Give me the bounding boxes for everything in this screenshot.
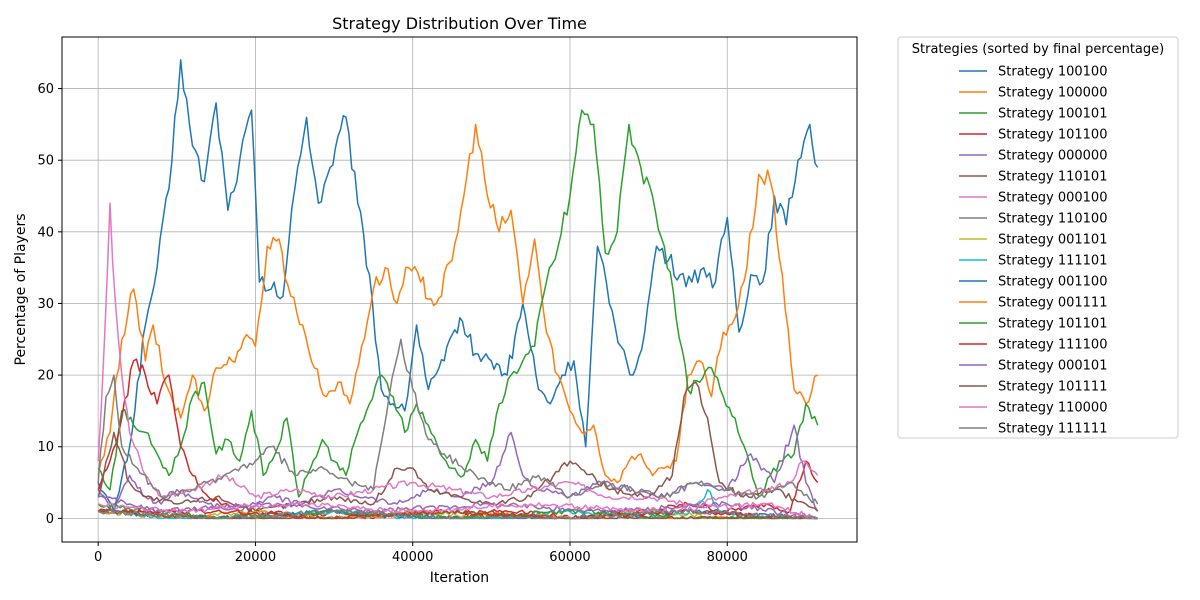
y-tick-label: 60	[37, 82, 54, 97]
legend-label: Strategy 100000	[998, 86, 1107, 101]
legend-label: Strategy 001111	[998, 296, 1107, 311]
x-tick-label: 80000	[707, 550, 748, 565]
legend-label: Strategy 101100	[998, 128, 1107, 143]
legend-label: Strategy 100100	[998, 65, 1107, 80]
y-tick-label: 30	[37, 297, 54, 312]
x-axis-title: Iteration	[430, 570, 489, 586]
series-line	[97, 338, 819, 505]
legend-label: Strategy 100101	[998, 107, 1107, 122]
y-axis-title: Percentage of Players	[13, 213, 29, 365]
series-line	[97, 381, 819, 513]
series-line	[98, 501, 818, 520]
x-axis: 0 20000 40000 60000 80000	[94, 542, 748, 565]
legend-label: Strategy 111101	[998, 254, 1107, 269]
legend-label: Strategy 001100	[998, 275, 1107, 290]
legend: Strategies (sorted by final percentage) …	[897, 36, 1179, 439]
series-line	[97, 508, 818, 520]
x-tick-label: 40000	[392, 550, 433, 565]
x-tick-label: 20000	[235, 550, 276, 565]
legend-title: Strategies (sorted by final percentage)	[912, 42, 1164, 57]
y-tick-label: 10	[37, 440, 54, 455]
y-axis: 0 10 20 30 40 50 60	[37, 82, 62, 527]
legend-label: Strategy 000000	[998, 149, 1107, 164]
series-line	[97, 358, 819, 520]
legend-label: Strategy 000100	[998, 191, 1107, 206]
series-line	[97, 424, 819, 512]
y-tick-label: 0	[46, 512, 54, 527]
y-tick-label: 50	[37, 154, 54, 169]
legend-label: Strategy 111100	[998, 338, 1107, 353]
y-tick-label: 40	[37, 225, 54, 240]
legend-label: Strategy 101101	[998, 317, 1107, 332]
series-line	[97, 508, 818, 520]
x-tick-label: 60000	[549, 550, 590, 565]
legend-label: Strategy 110000	[998, 401, 1107, 416]
plot-frame	[61, 36, 858, 543]
chart-title: Strategy Distribution Over Time	[332, 14, 587, 33]
x-tick-label: 0	[94, 550, 102, 565]
legend-label: Strategy 111111	[998, 422, 1107, 437]
legend-label: Strategy 101111	[998, 380, 1107, 395]
legend-label: Strategy 001101	[998, 233, 1107, 248]
legend-label: Strategy 110100	[998, 212, 1107, 227]
legend-label: Strategy 110101	[998, 170, 1107, 185]
legend-label: Strategy 000101	[998, 359, 1107, 374]
legend-entries: Strategy 100100 Strategy 100000 Strategy 1…	[959, 65, 1107, 437]
series-line	[97, 123, 819, 484]
series-line	[97, 508, 818, 520]
series-line	[97, 202, 819, 507]
y-tick-label: 20	[37, 369, 54, 384]
series-layer	[97, 59, 819, 520]
legend-box	[897, 36, 1179, 439]
series-line	[97, 59, 819, 512]
series-line	[97, 109, 819, 498]
